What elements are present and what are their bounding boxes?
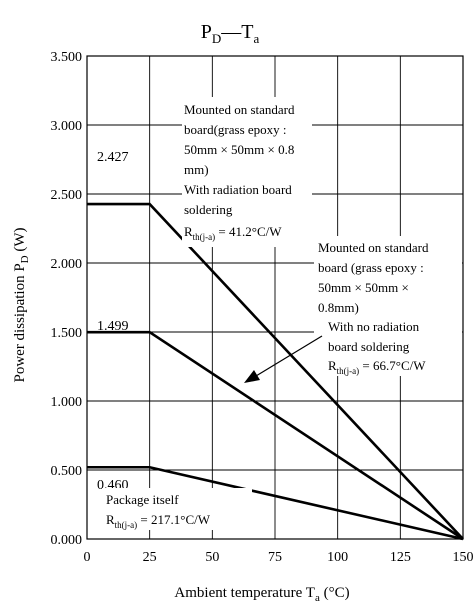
annotation-arrow-head <box>244 370 260 383</box>
y-tick-label: 0.000 <box>51 533 83 548</box>
chart-title: PD—Ta <box>201 21 260 46</box>
annotation-arrow-line <box>255 335 323 377</box>
y-axis-label: Power dissipation PD (W) <box>12 227 31 382</box>
y-tick-label: 3.000 <box>51 119 83 134</box>
y-tick-label: 2.500 <box>51 188 83 203</box>
series-lines <box>87 202 464 541</box>
annotation-2-bg <box>314 236 462 376</box>
series-line-2 <box>87 465 464 541</box>
x-tick-label: 25 <box>143 550 157 565</box>
y-tick-label: 3.500 <box>51 50 83 65</box>
series-label-2427: 2.427 <box>97 150 129 165</box>
annotation-3: Package itself Rth(j-a) = 217.1°C/W <box>106 492 211 530</box>
x-tick-label: 150 <box>453 550 474 565</box>
annotation-2: Mounted on standard board (grass epoxy :… <box>318 240 432 376</box>
annotation-1: Mounted on standard board(grass epoxy : … <box>184 102 298 242</box>
y-tick-label: 1.500 <box>51 326 83 341</box>
y-tick-label: 2.000 <box>51 257 83 272</box>
x-tick-label: 0 <box>84 550 91 565</box>
annotation-1-bg <box>182 97 312 247</box>
x-tick-label: 125 <box>390 550 411 565</box>
plot-frame <box>86 55 464 540</box>
x-tick-label: 100 <box>327 550 348 565</box>
y-tick-label: 1.000 <box>51 395 83 410</box>
y-tick-label: 0.500 <box>51 464 83 479</box>
series-line-1 <box>87 330 464 541</box>
series-line-0 <box>87 202 464 540</box>
annotation-3-bg <box>102 488 252 530</box>
series-label-1499: 1.499 <box>97 319 129 334</box>
x-axis-label: Ambient temperature Ta (°C) <box>174 585 349 604</box>
x-tick-label: 50 <box>205 550 219 565</box>
x-tick-label: 75 <box>268 550 282 565</box>
tick-labels: 0 25 50 75 100 125 150 0.000 0.500 1.000 1.500 2.00… <box>51 50 474 565</box>
